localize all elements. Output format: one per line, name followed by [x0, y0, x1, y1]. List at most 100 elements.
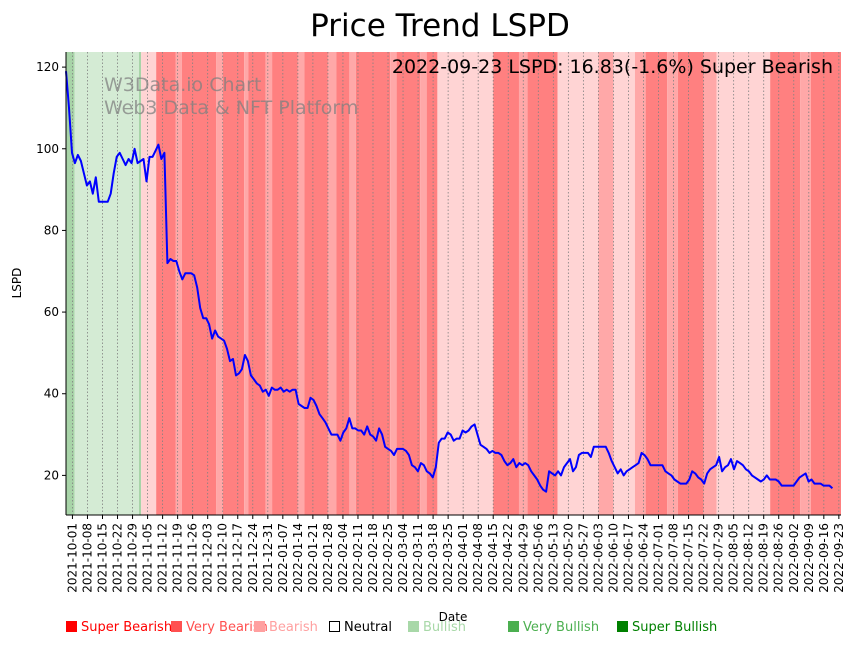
y-tick-label: 40 [44, 387, 59, 401]
sentiment-band [420, 52, 427, 515]
legend-item: Very Bearish [171, 620, 268, 635]
y-tick-label: 60 [44, 305, 59, 319]
sentiment-bands [66, 52, 841, 515]
x-tick-label: 2022-01-21 [306, 523, 320, 593]
x-ticks: 2021-10-01 2021-10-08 2021-10-15 2021-10-22… [65, 515, 846, 593]
x-tick-label: 2022-02-25 [381, 523, 395, 593]
legend-item: Super Bullish [617, 620, 717, 635]
legend-item: Bullish [408, 620, 466, 635]
x-tick-label: 2022-04-15 [486, 523, 500, 593]
x-tick-label: 2021-10-29 [126, 523, 140, 593]
sentiment-band [216, 52, 223, 515]
sentiment-band [272, 52, 298, 515]
legend-label: Bullish [423, 620, 467, 635]
x-axis-label: Date [439, 610, 468, 624]
x-tick-label: 2022-08-19 [757, 523, 771, 593]
x-tick-label: 2021-10-15 [95, 523, 109, 593]
x-tick-label: 2022-04-01 [456, 523, 470, 593]
legend-swatch-icon [171, 621, 182, 632]
x-tick-label: 2021-12-31 [261, 523, 275, 593]
x-tick-label: 2021-12-10 [216, 523, 230, 593]
legend-swatch-icon [329, 621, 340, 632]
price-annotation: 2022-09-23 LSPD: 16.83(-1.6%) Super Bear… [392, 56, 833, 78]
x-tick-label: 2022-07-01 [652, 523, 666, 593]
legend-label: Very Bullish [523, 620, 600, 635]
sentiment-band [390, 52, 397, 515]
sentiment-band [426, 52, 438, 515]
sentiment-band [800, 52, 811, 515]
sentiment-band [703, 52, 717, 515]
sentiment-band [667, 52, 678, 515]
sentiment-band [716, 52, 771, 515]
x-tick-label: 2022-06-24 [636, 523, 650, 593]
x-tick-label: 2021-11-12 [156, 523, 170, 593]
legend-swatch-icon [66, 621, 77, 632]
x-tick-label: 2022-03-11 [411, 523, 425, 593]
x-tick-label: 2021-12-24 [246, 523, 260, 593]
x-tick-label: 2022-09-16 [817, 523, 831, 593]
x-tick-label: 2022-02-18 [366, 523, 380, 593]
x-tick-label: 2021-10-22 [111, 523, 125, 593]
sentiment-band [677, 52, 704, 515]
x-tick-label: 2022-01-14 [291, 523, 305, 593]
x-tick-label: 2022-09-02 [787, 523, 801, 593]
x-tick-label: 2022-08-26 [772, 523, 786, 593]
x-tick-label: 2022-03-25 [441, 523, 455, 593]
x-tick-label: 2022-07-29 [712, 523, 726, 593]
legend-swatch-icon [508, 621, 519, 632]
sentiment-band [181, 52, 217, 515]
legend-label: Neutral [344, 620, 392, 635]
sentiment-band [248, 52, 266, 515]
legend-swatch-icon [254, 621, 265, 632]
x-tick-label: 2022-03-18 [426, 523, 440, 593]
x-tick-label: 2022-03-04 [396, 523, 410, 593]
x-tick-label: 2022-04-08 [471, 523, 485, 593]
x-tick-label: 2022-02-04 [336, 523, 350, 593]
sentiment-band [437, 52, 494, 515]
sentiment-band [327, 52, 337, 515]
legend-item: Neutral [329, 620, 392, 635]
sentiment-band [493, 52, 519, 515]
sentiment-band [66, 52, 75, 515]
sentiment-band [396, 52, 421, 515]
watermark: W3Data.io Chart Web3 Data & NFT Platform [104, 74, 358, 119]
sentiment-band [304, 52, 328, 515]
x-tick-label: 2022-05-13 [546, 523, 560, 593]
sentiment-band [175, 52, 182, 515]
y-ticks: 20 40 60 80 100 120 [36, 60, 66, 482]
chart-title: Price Trend LSPD [310, 8, 570, 44]
sentiment-band [244, 52, 249, 515]
legend-item: Bearish [254, 620, 318, 635]
legend-swatch-icon [617, 621, 628, 632]
sentiment-band [645, 52, 668, 515]
x-tick-label: 2022-04-29 [516, 523, 530, 593]
watermark-line-1: W3Data.io Chart [104, 74, 261, 96]
x-tick-label: 2022-05-20 [561, 523, 575, 593]
x-tick-label: 2021-11-19 [171, 523, 185, 593]
legend-label: Very Bearish [186, 620, 268, 635]
x-tick-label: 2021-11-05 [141, 523, 155, 593]
x-tick-label: 2021-12-03 [201, 523, 215, 593]
sentiment-band [810, 52, 841, 515]
x-tick-label: 2021-12-17 [231, 523, 245, 593]
sentiment-band [222, 52, 245, 515]
y-axis-label: LSPD [10, 268, 24, 299]
x-tick-label: 2021-10-08 [80, 523, 94, 593]
x-tick-label: 2022-02-11 [351, 523, 365, 593]
x-tick-label: 2022-09-23 [832, 523, 846, 593]
x-tick-label: 2022-01-07 [276, 523, 290, 593]
legend-label: Bearish [269, 620, 318, 635]
x-tick-label: 2022-05-27 [576, 523, 590, 593]
sentiment-band [297, 52, 305, 515]
y-tick-label: 20 [44, 468, 59, 482]
x-tick-label: 2022-08-12 [742, 523, 756, 593]
sentiment-band [74, 52, 139, 515]
watermark-line-2: Web3 Data & NFT Platform [104, 97, 358, 119]
sentiment-band [141, 52, 157, 515]
x-tick-label: 2022-06-10 [606, 523, 620, 593]
x-tick-label: 2022-07-08 [667, 523, 681, 593]
y-tick-label: 120 [36, 60, 59, 74]
sentiment-band [265, 52, 273, 515]
x-tick-label: 2022-05-06 [531, 523, 545, 593]
